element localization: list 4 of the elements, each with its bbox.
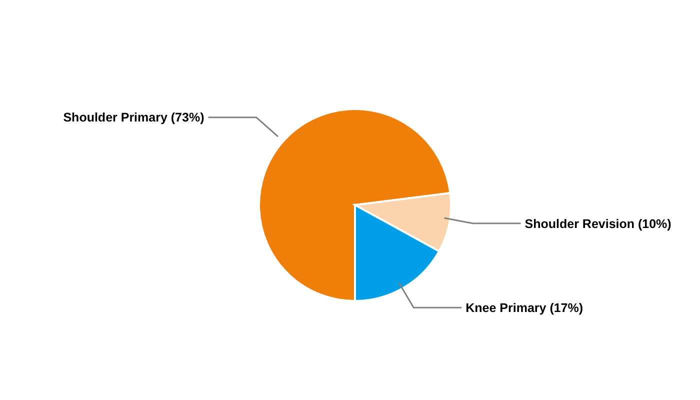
pie-slice [258, 108, 452, 302]
slice-label: Shoulder Revision (10%) [524, 216, 672, 231]
slice-label: Knee Primary (17%) [466, 300, 584, 315]
slice-label: Shoulder Primary (73%) [63, 110, 204, 125]
